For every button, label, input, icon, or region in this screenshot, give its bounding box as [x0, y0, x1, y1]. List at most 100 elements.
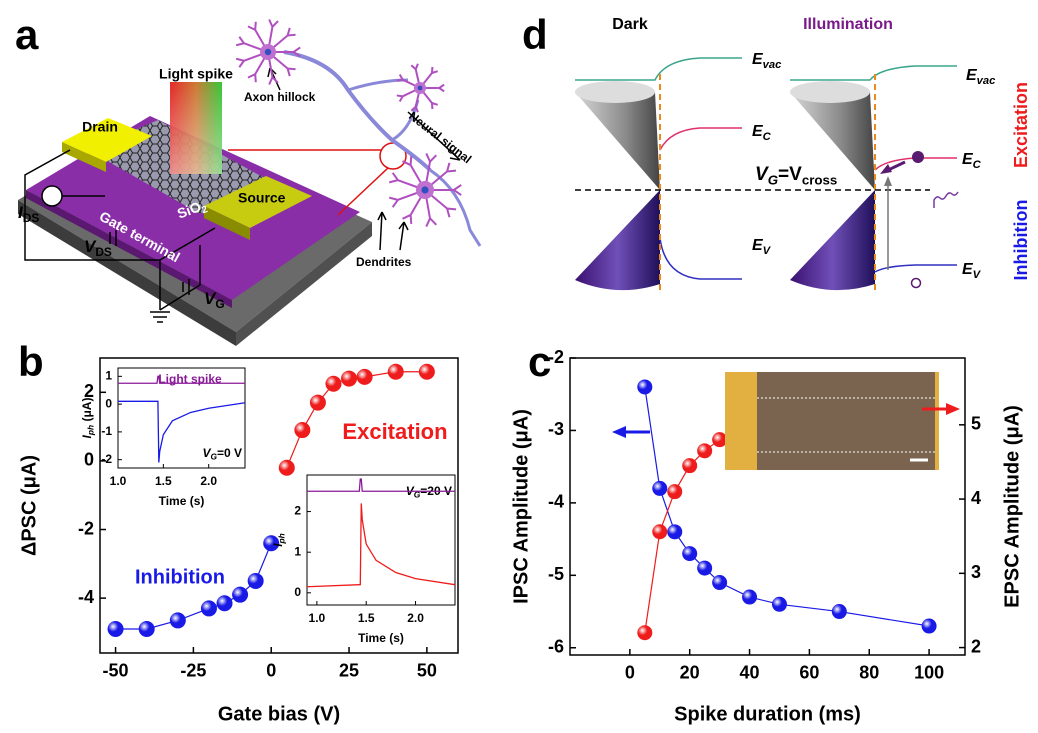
y-tick-label: 1: [294, 544, 301, 558]
label: Drain: [82, 119, 118, 135]
data-point: [248, 573, 264, 589]
data-point: [419, 364, 435, 380]
x-axis-label: Time (s): [358, 631, 404, 645]
annotation: VG=0 V: [202, 446, 242, 462]
y-tick-label: -1: [101, 424, 112, 438]
data-point: [310, 395, 326, 411]
label-part: vac: [763, 59, 782, 71]
data-point: [325, 376, 341, 392]
data-point: [232, 587, 248, 603]
y-tick-label: 2: [294, 504, 301, 518]
y-tick-label: -2: [78, 518, 94, 538]
label: Excitation: [1011, 82, 1031, 168]
y-tick-label: -3: [548, 419, 564, 439]
data-point: [682, 546, 697, 561]
series-label: Light spike: [158, 372, 222, 386]
label-part: G: [768, 172, 778, 187]
x-tick-label: -25: [180, 660, 206, 680]
y-axis-label-part: ph: [86, 425, 96, 436]
data-point: [712, 432, 727, 447]
x-tick-label: 0: [266, 660, 276, 680]
label: Axon hillock: [244, 90, 316, 104]
y-axis-label: ΔPSC (μA): [18, 455, 40, 556]
series-label: Inhibition: [135, 566, 225, 588]
y-tick-label: -5: [548, 564, 564, 584]
y-tick-label: -4: [78, 587, 94, 607]
y2-axis-label: EPSC Amplitude (μA): [1001, 405, 1023, 608]
data-point: [637, 625, 652, 640]
x-tick-label: 50: [417, 660, 437, 680]
data-point: [667, 484, 682, 499]
y2-tick-label: 5: [971, 414, 981, 434]
nucleus: [418, 86, 423, 91]
panel-label: b: [18, 338, 44, 385]
figure: abcdLight spikeDrainSourceGate terminalS…: [0, 0, 1038, 733]
x-axis-label: Gate bias (V): [218, 703, 340, 725]
y-tick-label: 0: [294, 585, 301, 599]
annotation: VG=20 V: [406, 484, 452, 500]
data-point: [108, 621, 124, 637]
y-tick-label: -4: [548, 492, 564, 512]
data-point: [712, 575, 727, 590]
x-tick-label: 2.0: [407, 611, 424, 625]
y-axis-label-part: ph: [277, 533, 287, 544]
x-tick-label: 2.0: [200, 474, 217, 488]
label: Illumination: [803, 16, 893, 33]
data-point: [922, 619, 937, 634]
x-axis-label: Spike duration (ms): [674, 703, 861, 725]
x-tick-label: 25: [339, 660, 359, 680]
data-point: [217, 595, 233, 611]
label-part: vac: [977, 75, 996, 87]
x-tick-label: 1.5: [358, 611, 375, 625]
y-tick-label: 0: [105, 396, 112, 410]
y-axis-label-part: (μA): [80, 398, 94, 425]
label-part: DS: [23, 211, 40, 225]
label: Light spike: [159, 66, 233, 82]
label-part: C: [763, 131, 772, 143]
data-point: [637, 379, 652, 394]
x-tick-label: 1.0: [110, 474, 127, 488]
data-point: [139, 621, 155, 637]
y-tick-label: 0: [84, 450, 94, 470]
label-part: C: [973, 159, 982, 171]
nucleus: [265, 49, 271, 55]
label: Source: [238, 190, 286, 206]
data-point: [742, 590, 757, 605]
panel-label: a: [15, 11, 39, 58]
y-tick-label: -2: [101, 452, 112, 466]
data-point: [652, 481, 667, 496]
data-point: [201, 600, 217, 616]
y2-tick-label: 4: [971, 488, 981, 508]
label-part: DS: [95, 245, 112, 259]
data-point: [832, 604, 847, 619]
data-point: [772, 597, 787, 612]
x-tick-label: -50: [103, 660, 129, 680]
series-label: Excitation: [342, 419, 447, 444]
x-tick-label: 1.5: [155, 474, 172, 488]
nucleus: [421, 186, 428, 193]
data-point: [667, 524, 682, 539]
x-tick-label: 60: [799, 662, 819, 682]
data-point: [697, 561, 712, 576]
label: Dendrites: [356, 255, 412, 269]
y-tick-label: 1: [105, 369, 112, 383]
y-tick-label: -6: [548, 637, 564, 657]
x-tick-label: 80: [859, 662, 879, 682]
data-point: [294, 422, 310, 438]
label: Dark: [612, 16, 648, 33]
y-axis-label: IPSC Amplitude (μA): [510, 409, 532, 604]
y2-tick-label: 3: [971, 562, 981, 582]
data-point: [170, 612, 186, 628]
data-point: [279, 460, 295, 476]
data-point: [652, 524, 667, 539]
x-tick-label: 1.0: [309, 611, 326, 625]
data-point: [697, 443, 712, 458]
x-tick-label: 20: [680, 662, 700, 682]
label-part: G: [215, 297, 224, 311]
x-axis-label: Time (s): [159, 494, 205, 508]
y-tick-label: -2: [548, 347, 564, 367]
x-tick-label: 100: [914, 662, 944, 682]
label-part: cross: [802, 172, 837, 187]
annotation-part: =0 V: [217, 446, 242, 460]
x-tick-label: 40: [740, 662, 760, 682]
